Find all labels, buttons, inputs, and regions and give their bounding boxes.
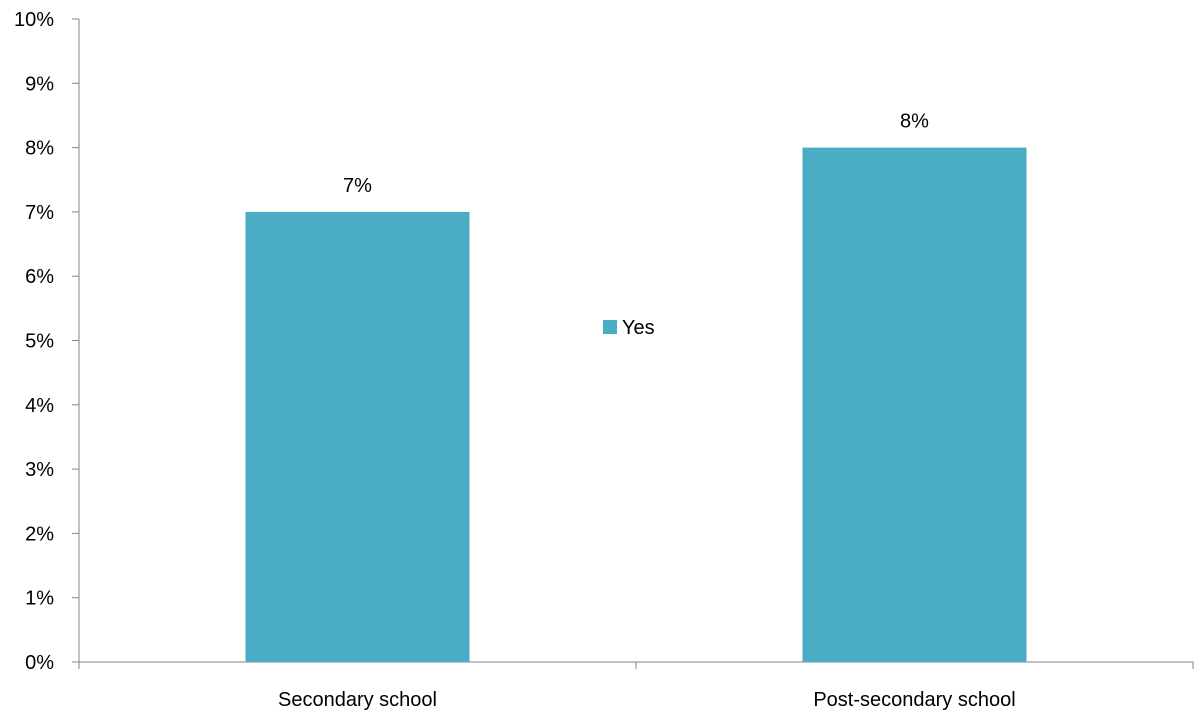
y-tick-label: 1% — [25, 588, 54, 610]
y-tick-label: 0% — [25, 652, 54, 674]
y-tick-label: 5% — [25, 331, 54, 353]
bar-series — [245, 147, 1027, 663]
x-tick-label: Post-secondary school — [813, 689, 1015, 711]
y-tick-label: 6% — [25, 266, 54, 288]
legend-label-yes: Yes — [622, 317, 655, 339]
data-labels: 7% 8% — [343, 111, 929, 197]
y-tick-label: 8% — [25, 138, 54, 160]
y-tick-label: 3% — [25, 459, 54, 481]
y-tick-label: 10% — [14, 9, 54, 31]
legend-swatch-yes — [603, 320, 617, 334]
bar — [245, 211, 470, 662]
x-tick-label: Secondary school — [278, 689, 437, 711]
y-tick-label: 7% — [25, 202, 54, 224]
y-axis: 0% 1% 2% 3% 4% 5% 6% 7% 8% 9% 10% — [14, 9, 80, 674]
bar-data-label: 8% — [900, 111, 929, 133]
y-tick-label: 9% — [25, 73, 54, 95]
legend: Yes — [603, 317, 655, 339]
y-tick-label: 2% — [25, 523, 54, 545]
bar — [802, 147, 1027, 663]
bar-data-label: 7% — [343, 175, 372, 197]
x-axis: Secondary school Post-secondary school — [78, 661, 1194, 711]
y-tick-label: 4% — [25, 395, 54, 417]
